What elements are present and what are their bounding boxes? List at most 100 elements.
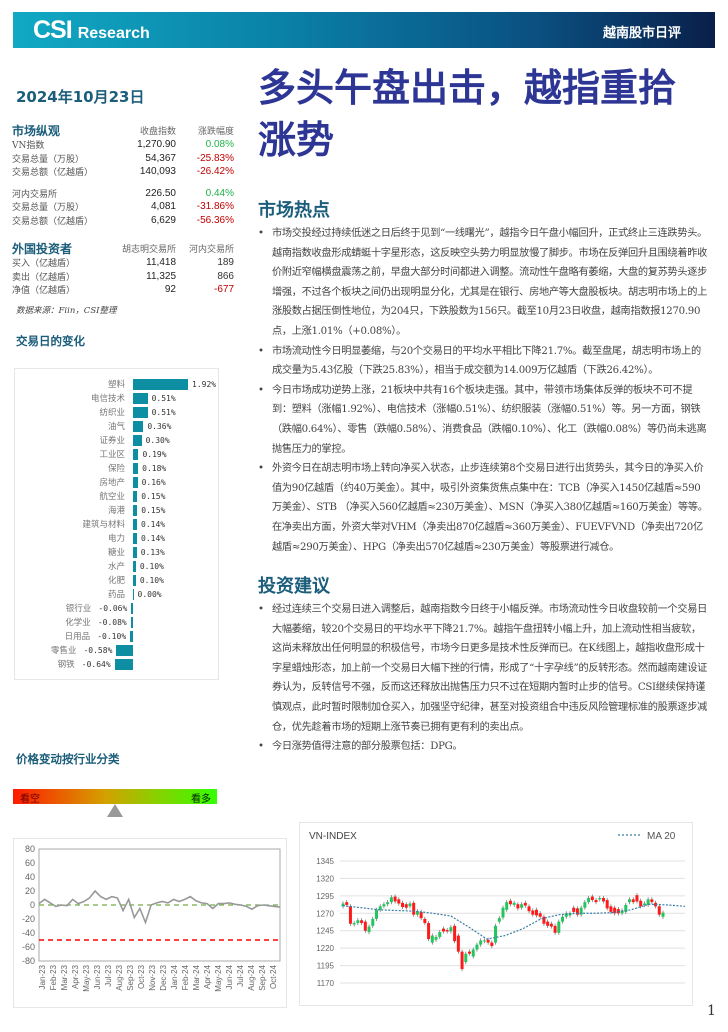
sector-bar xyxy=(116,645,133,656)
candle-body xyxy=(575,908,579,915)
bar-value-label: 0.10% xyxy=(139,576,164,585)
col-hose: 胡志明交易所 xyxy=(121,244,176,255)
x-tick-label: Nov-23 xyxy=(148,964,157,990)
row-change: -25.83% xyxy=(196,152,234,164)
y-tick-label: 1270 xyxy=(316,909,334,918)
bar-category-label: 化肥 xyxy=(107,576,125,586)
sector-change-heading: 交易日的变化 xyxy=(16,334,85,348)
x-tick-label: Mar-23 xyxy=(60,964,69,990)
page-number: 1 xyxy=(707,1003,716,1019)
candle-body xyxy=(468,951,472,954)
candle-body xyxy=(520,904,524,908)
candle-body xyxy=(527,906,531,912)
bar-category-label: 海港 xyxy=(107,506,125,516)
candle-body xyxy=(382,904,386,907)
sentiment-line-chart: 80 60 40 20 0 -20 -40 -60 -80 Jan-23 Feb-23 Mar-23 A… xyxy=(13,838,287,1008)
sector-bar xyxy=(133,575,136,586)
overview-row: 交易总额（亿越盾） 140,093 -26.42% xyxy=(12,165,234,179)
sector-bar xyxy=(133,393,148,404)
candle-body xyxy=(494,925,498,943)
candle-body xyxy=(393,896,397,902)
candle-body xyxy=(453,925,457,942)
bear-label: 看空 xyxy=(20,794,40,805)
candle-body xyxy=(583,902,587,908)
bar-value-label: 0.15% xyxy=(141,492,166,501)
x-tick-label: Oct-23 xyxy=(137,964,146,989)
candle-body xyxy=(386,902,390,905)
market-overview-table: 市场纵观 收盘指数 涨跌幅度 VN指数 1,270.90 0.08% 交易总量（万股） 54,… xyxy=(12,122,234,227)
x-tick-label: Mar-24 xyxy=(192,964,201,990)
report-title: 多头午盘出击，越指重拾涨势 xyxy=(258,66,677,162)
bar-value-label: -0.10% xyxy=(97,632,127,641)
y-tick-label: 1220 xyxy=(316,944,334,953)
candle-body xyxy=(523,902,527,906)
candle-body xyxy=(642,903,646,905)
bar-category-label: 零售业 xyxy=(50,646,77,656)
bar-value-label: -0.08% xyxy=(97,618,127,627)
candle-body xyxy=(601,897,605,902)
y-tick-label: -40 xyxy=(22,928,35,938)
candle-body xyxy=(549,923,553,927)
bar-category-label: 证券业 xyxy=(99,436,125,446)
x-tick-label: May-24 xyxy=(214,964,223,991)
bar-value-label: 0.15% xyxy=(141,506,166,515)
sentiment-gauge: 看空 看多 xyxy=(13,789,217,805)
advice-heading: 投资建议 xyxy=(258,576,330,598)
candle-body xyxy=(371,918,375,926)
bar-value-label: 0.30% xyxy=(145,436,170,445)
candle-body xyxy=(475,944,479,950)
foreign-investor-table: 外国投资者 胡志明交易所 河内交易所 买入（亿越盾） 11,418 189 卖出（亿越盾） 1… xyxy=(12,240,234,297)
x-tick-label: Jun-24 xyxy=(225,964,234,989)
bar-value-label: 0.18% xyxy=(142,464,167,473)
ma20-line xyxy=(342,903,686,940)
candle-body xyxy=(423,918,427,924)
col-hnx: 河内交易所 xyxy=(188,244,234,255)
candle-body xyxy=(631,899,635,903)
candle-body xyxy=(482,940,486,942)
candle-body xyxy=(564,913,568,917)
sector-bar xyxy=(133,547,137,558)
foreign-header: 外国投资者 胡志明交易所 河内交易所 xyxy=(12,240,234,256)
bar-category-label: 银行业 xyxy=(65,604,92,614)
candle-body xyxy=(389,897,393,903)
candle-body xyxy=(464,953,468,963)
bar-category-label: 工业区 xyxy=(99,450,125,460)
bar-category-label: 水产 xyxy=(107,562,125,572)
logo-sub: Research xyxy=(77,25,150,42)
row-label: 交易总额（亿越盾） xyxy=(12,216,94,227)
foreign-heading: 外国投资者 xyxy=(12,241,73,256)
row-value: 54,367 xyxy=(145,152,176,164)
x-tick-label: Dec-23 xyxy=(159,964,168,990)
candle-body xyxy=(605,900,609,909)
sentiment-series-line xyxy=(38,889,281,925)
candle-body xyxy=(572,907,576,912)
sector-bar xyxy=(133,435,142,446)
row-value: 1,270.90 xyxy=(137,139,176,151)
chart-title: VN-INDEX xyxy=(309,831,357,842)
overview-header: 市场纵观 收盘指数 涨跌幅度 xyxy=(12,122,234,138)
overview-row: 河内交易所 226.50 0.44% xyxy=(12,187,234,201)
candle-body xyxy=(341,903,345,907)
candle-body xyxy=(657,906,661,915)
x-tick-label: Aug-23 xyxy=(115,964,124,990)
bar-category-label: 化学业 xyxy=(65,618,91,628)
x-tick-label: Feb-24 xyxy=(181,964,190,990)
bar-value-label: 0.36% xyxy=(147,422,172,431)
row-change: -31.86% xyxy=(196,201,234,213)
row-hose: 11,325 xyxy=(146,270,176,282)
candle-body xyxy=(434,936,438,940)
y-tick-label: -20 xyxy=(22,914,35,924)
bar-value-label: 0.13% xyxy=(140,548,165,557)
candle-body xyxy=(404,904,408,908)
candle-body xyxy=(497,918,501,922)
y-tick-label: 1195 xyxy=(317,962,335,971)
hotspots-bullet: 今日市场成功逆势上涨，21板块中共有16个板块走强。其中，带领市场集体反弹的板块… xyxy=(258,381,710,459)
bar-value-label: 0.51% xyxy=(151,394,176,403)
sentiment-pointer-icon xyxy=(107,804,123,817)
candle-body xyxy=(646,899,650,905)
candle-body xyxy=(479,940,483,945)
candle-body xyxy=(378,906,382,910)
row-label: 净值（亿越盾） xyxy=(12,286,76,297)
y-tick-label: 1345 xyxy=(316,857,334,866)
row-hose: 11,418 xyxy=(146,257,176,269)
